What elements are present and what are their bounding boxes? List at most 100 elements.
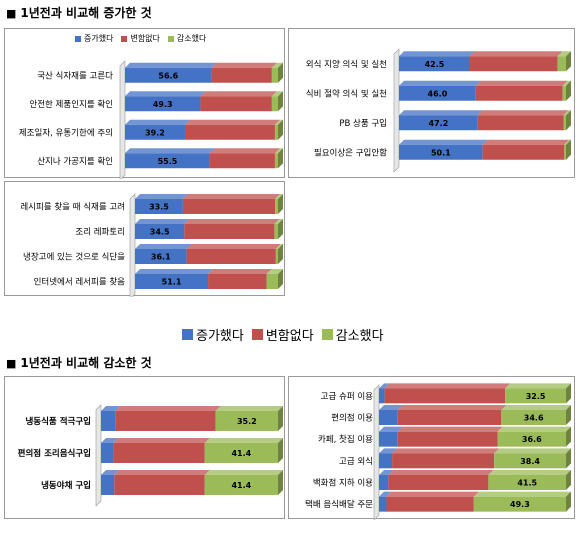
bar-segment [125,96,201,112]
bar-segment-top [209,148,280,154]
chart-svg: 35.2 냉동식품 적극구입 41.4 편의점 조리음식구입 41.4 냉동야채 구입 [18,404,283,507]
bar-segment-top [275,194,283,199]
bar-segment [215,411,278,431]
bar-segment [274,124,278,140]
bar-segment-top [379,470,394,475]
data-label: 50.1 [431,148,451,157]
bar-segment [386,496,474,512]
bar-segment [392,453,495,469]
bar-segment [266,274,278,289]
bar-segment [399,115,478,131]
increase-title-text: 1년전과 비교해 증가한 것 [20,6,152,20]
main-legend-item-same: 변함없다 [251,325,314,344]
bar-segment-top [184,119,280,125]
bar-segment-top [392,448,500,454]
bar-segment-top [505,383,571,389]
bar-segment [379,431,398,447]
bar-segment-top [271,91,283,97]
bar-segment-top [397,426,503,432]
bar-segment-top [200,91,277,97]
bar-segment-top [557,51,571,57]
bar-segment-side [566,491,571,512]
bar-segment-top [399,139,488,145]
bar-segment-side [566,470,571,490]
category-label: 레시피를 찾을 때 식재를 고려 [20,202,125,213]
bar-segment-side [566,448,571,469]
chart-axis-wall [393,48,400,173]
bar-segment [399,56,470,72]
bar-segment-top [101,406,121,411]
legend-label-increase: 증가했다 [84,34,114,43]
decrease-title-text: 1년전과 비교해 감소한 것 [20,356,152,370]
category-label: 카페, 찻집 이용 [318,434,373,445]
bar-segment-top [497,426,571,432]
bar-segment-top [115,406,221,411]
bar-segment-side [566,405,571,425]
bar-segment [469,56,558,72]
bar-segment-top [125,62,217,68]
bar-segment-top [399,51,475,57]
bar-segment [101,475,115,495]
bar-segment-top [204,438,283,443]
chart-axis-wall [119,60,126,179]
bar-segment [114,475,205,495]
bar-segment-side [278,91,283,112]
bar-segment [399,144,483,160]
bar-segment [186,249,276,264]
bar-segment [564,144,566,160]
data-label: 33.5 [149,203,169,212]
legend-item-increase: 증가했다 [75,33,113,44]
category-label: 필요이상은 구입안함 [314,147,387,158]
legend-item-same: 변함없다 [121,33,160,44]
main-legend-label-decrease: 감소했다 [335,329,384,344]
data-label: 36.6 [522,435,542,444]
bar-segment-top [114,470,210,475]
chart-svg: 33.5 레시피를 찾을 때 식재를 고려 34.5 조리 레파토리 36.1 냉장고에 … [20,193,283,297]
bar-segment [473,496,566,512]
bar-segment [135,199,183,214]
bar-segment-top [384,383,511,389]
bar-segment-top [266,269,283,274]
chart-panel-eating-out: 32.5 고급 슈퍼 이용 34.6 편의점 이용 36.6 카페, 찻집 이용 38.4 고… [288,376,575,520]
bar-segment [501,410,566,425]
data-label: 41.5 [517,479,537,488]
data-label: 51.1 [162,278,182,287]
category-label: 고급 슈퍼 이용 [321,391,374,402]
bar-segment [101,443,114,463]
bar-segment-side [278,438,283,463]
data-label: 41.4 [231,449,251,458]
category-label: 안전한 제품인지를 확인 [29,99,113,110]
data-label: 38.4 [520,457,540,466]
bar-segment-top [379,426,403,432]
bar-segment-top [113,438,210,443]
chart-axis-wall [373,384,380,520]
bar-segment [275,199,278,214]
bar-segment [497,431,566,447]
bar-segment [562,85,566,101]
category-label: 제조일자, 유통기한에 주의 [19,127,113,138]
bar-segment [135,249,187,264]
bar-segment-side [566,383,571,404]
bar-segment [563,115,566,131]
decrease-section-title: ■ 1년전과 비교해 감소한 것 [6,354,152,371]
bar-segment [388,475,489,490]
bar-segment-top [274,148,283,154]
category-label: 조리 레파토리 [75,228,125,238]
bar-segment [204,443,278,463]
bar-segment [379,496,387,512]
bar-segment-top [182,194,281,199]
bar-segment-top [562,80,571,86]
bar-segment-top [477,110,569,116]
bar-segment-top [469,51,563,57]
bar-segment-top [274,219,283,224]
section-bullet: ■ [6,7,17,20]
bar-segment-top [379,491,392,497]
category-label: 편의점 이용 [331,413,373,424]
bar-segment-top [501,405,571,410]
bar-segment-top [475,80,568,86]
bar-segment-top [274,119,283,125]
legend-swatch-increase [75,35,81,42]
bar-segment-top [135,269,214,274]
chart-svg: 42.5 외식 지양 의식 및 실천 46.0 식비 절약 의식 및 실천 47.2 PB… [306,48,571,173]
bar-segment [135,224,185,239]
